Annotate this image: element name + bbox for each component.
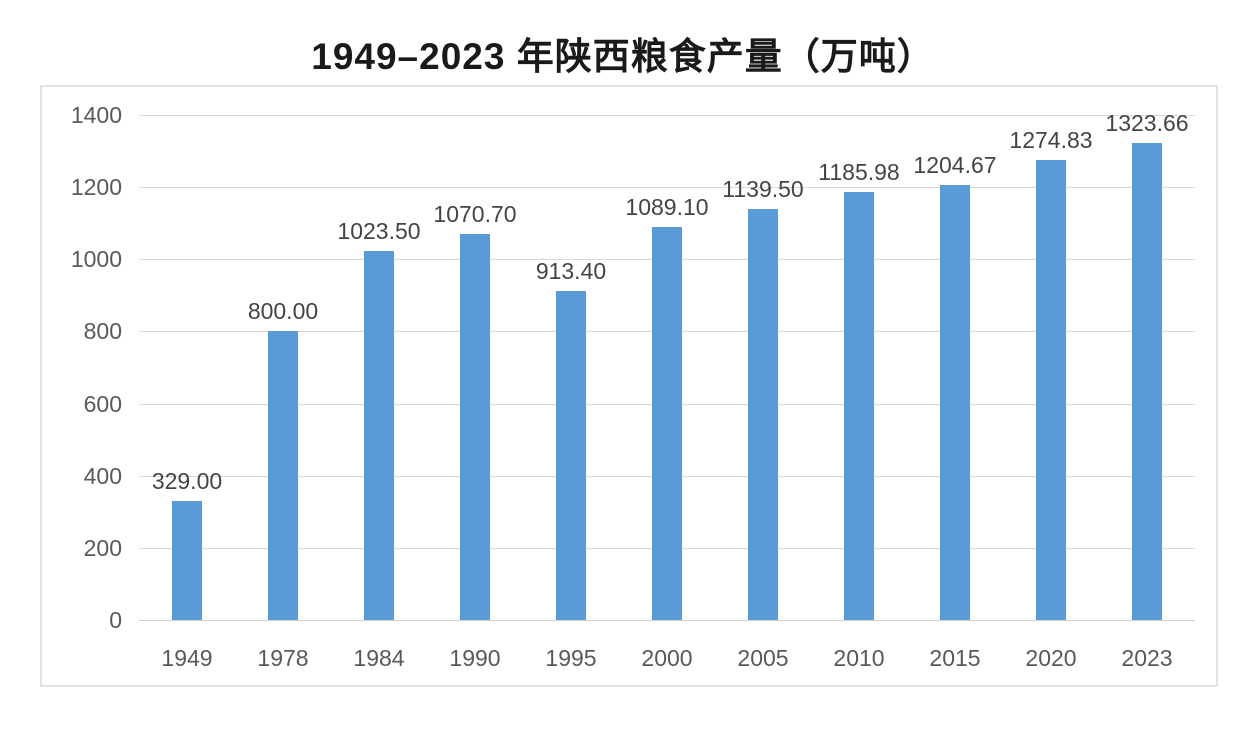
bar-1984 xyxy=(364,250,394,620)
y-axis-tick-label: 600 xyxy=(83,390,122,417)
bar-2015 xyxy=(940,185,970,620)
bar-value-label-2023: 1323.66 xyxy=(1105,109,1189,136)
bar-value-label-1990: 1070.70 xyxy=(433,200,517,227)
y-axis-tick-label: 1000 xyxy=(70,246,122,273)
bar-1949 xyxy=(172,501,202,620)
x-axis-tick-label-1995: 1995 xyxy=(545,645,597,671)
bar-2020 xyxy=(1036,160,1066,620)
bar-value-label-1984: 1023.50 xyxy=(337,217,421,244)
bar-value-label-2000: 1089.10 xyxy=(625,194,709,221)
gridline-y-0 xyxy=(139,620,1195,621)
bar-value-label-2005: 1139.50 xyxy=(722,175,804,202)
x-axis-tick-label-1949: 1949 xyxy=(161,645,213,671)
y-axis-tick-label: 400 xyxy=(83,462,122,489)
x-axis-tick-label-1978: 1978 xyxy=(257,645,309,671)
bar-2023 xyxy=(1132,142,1162,620)
bar-value-label-1995: 913.40 xyxy=(535,257,607,284)
plot-area: 0 200 400 600 800 1000 1200 1400 329.00 1949 800.0… xyxy=(40,85,1218,687)
bar-2000 xyxy=(652,227,682,620)
bar-value-label-2015: 1204.67 xyxy=(913,152,997,179)
bar-2010 xyxy=(844,192,874,620)
bar-value-label-2020: 1274.83 xyxy=(1009,127,1093,154)
bar-1978 xyxy=(268,331,298,620)
y-axis-tick-label: 1200 xyxy=(70,174,122,201)
bar-2005 xyxy=(748,208,778,620)
x-axis-tick-label-2015: 2015 xyxy=(929,645,981,671)
x-axis-tick-label-2020: 2020 xyxy=(1025,645,1077,671)
y-axis-tick-label: 200 xyxy=(83,534,122,561)
x-axis-tick-label-2000: 2000 xyxy=(641,645,693,671)
y-axis-tick-label: 1400 xyxy=(70,102,122,128)
bar-value-label-2010: 1185.98 xyxy=(818,159,900,186)
chart-title: 1949–2023 年陕西粮食产量（万吨） xyxy=(311,36,935,77)
bar-value-label-1949: 329.00 xyxy=(151,468,223,495)
x-axis-tick-label-2010: 2010 xyxy=(833,645,885,671)
x-axis-tick-label-1984: 1984 xyxy=(353,645,405,671)
y-axis-tick-label: 0 xyxy=(109,607,122,633)
x-axis-tick-label-1990: 1990 xyxy=(449,645,501,671)
gridline-y-1200 xyxy=(139,187,1195,189)
bar-1995 xyxy=(556,290,586,620)
y-axis-tick-label: 800 xyxy=(83,318,122,345)
bar-1990 xyxy=(460,233,490,620)
x-axis-tick-label-2005: 2005 xyxy=(737,645,789,671)
bar-value-label-1978: 800.00 xyxy=(247,298,319,325)
gridline-y-1400 xyxy=(139,115,1195,116)
x-axis-tick-label-2023: 2023 xyxy=(1121,645,1173,671)
